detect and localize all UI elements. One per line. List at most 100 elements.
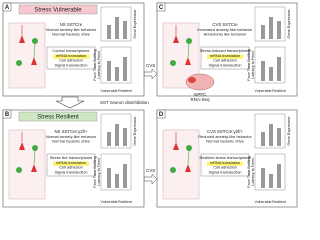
chart-bar <box>277 164 281 188</box>
chart-title: Latency to Feed <box>97 158 101 185</box>
letter-box <box>156 109 166 119</box>
panel-letter: D <box>159 112 164 118</box>
transcriptome-line: Signal transduction <box>208 169 241 174</box>
chart-title: Gene Expression <box>287 9 291 38</box>
chart-bar <box>261 25 265 39</box>
pyramidal-neuron <box>31 57 37 65</box>
transcriptome-line: mRNA translation <box>56 160 86 165</box>
transcriptome-line: Cell adhesion <box>213 165 237 170</box>
transcriptome-line: Stress like transcriptome <box>50 155 93 160</box>
group-label: Resilient <box>272 200 286 204</box>
pyramidal-neuron <box>19 35 25 43</box>
cvs-arrow <box>143 68 158 80</box>
group-label: Vulnerable <box>254 89 271 93</box>
chart-title: Face Time Sniffing <box>93 156 97 187</box>
phenotype: Normal anxiety-like behavior <box>46 27 97 32</box>
chart-bar <box>123 57 127 81</box>
interneuron <box>16 60 22 66</box>
panel-title: Stress Resilient <box>37 114 79 120</box>
brain-label: RNA-Seq <box>190 97 210 102</box>
chart-bar <box>115 17 119 39</box>
pyramidal-neuron <box>185 164 191 172</box>
arrow-label: SST neuron disinhibition <box>100 100 149 105</box>
transcriptome-line: Signal transduction <box>208 62 241 67</box>
highlight <box>207 161 243 166</box>
chart-bar <box>123 21 127 39</box>
chart-title: Latency to Feed <box>251 51 255 78</box>
chart-bar <box>107 168 111 188</box>
group-label: Vulnerable <box>100 89 117 93</box>
chart-bar <box>107 61 111 81</box>
pyramidal-neuron <box>19 142 25 150</box>
chart-bar <box>123 128 127 146</box>
chart-title: Latency to Feed <box>97 51 101 78</box>
pyramidal-neuron <box>173 35 179 43</box>
chart-bar <box>107 132 111 146</box>
phenotype: Normal hedonic drive <box>52 139 91 144</box>
chart-bar <box>123 164 127 188</box>
pyramidal-neuron <box>173 142 179 150</box>
header-bar <box>18 111 98 122</box>
figure: SST neuron disinhibition CVS CVS A Stress… <box>2 2 298 208</box>
transcriptome-line: Cell adhesion <box>213 58 237 63</box>
down-arrow <box>55 96 85 109</box>
group-label: Vulnerable <box>100 200 117 204</box>
transcriptome-line: Signal transduction <box>54 169 87 174</box>
group-label: Vulnerable <box>254 200 271 204</box>
transcriptome-line: mRNA translation <box>210 53 240 58</box>
chart-title: Gene Expression <box>133 9 137 38</box>
highlight <box>53 161 89 166</box>
chart-bar <box>261 61 265 81</box>
letter-box <box>2 109 12 119</box>
highlight <box>53 54 89 59</box>
phenotype: Reduced anxiety-like behavior <box>198 134 252 139</box>
interneuron <box>170 60 176 66</box>
group-label: Resilient <box>118 200 132 204</box>
chart-bar <box>269 67 273 81</box>
genotype: NS SSTCre <box>60 22 83 27</box>
connection <box>187 150 190 165</box>
chart-bar <box>261 132 265 146</box>
transcriptome-line: mRNA translation <box>56 53 86 58</box>
chart-bar <box>277 128 281 146</box>
chart-title: Face Time Sniffing <box>247 156 251 187</box>
genotype: CVS SSTCre;γ2f/+ <box>207 129 243 134</box>
connection <box>33 150 36 165</box>
circuit-area <box>8 129 46 200</box>
chart-bar <box>269 124 273 146</box>
circuit-area <box>8 22 46 89</box>
transcriptome-line: Resilient stress transcriptome <box>199 155 250 160</box>
phenotype: Normal hedonic drive <box>52 32 91 37</box>
interneuron <box>186 145 192 151</box>
interneuron <box>186 38 192 44</box>
chart-title: Gene Expression <box>133 116 137 145</box>
chart-bar <box>277 21 281 39</box>
chart-bar <box>269 174 273 188</box>
circuit-area <box>162 129 200 200</box>
chart-title: Face Time Sniffing <box>93 49 97 80</box>
phenotype: Increased anxiety-like behavior <box>197 27 253 32</box>
panel-letter: B <box>5 112 10 118</box>
chart-bar <box>261 168 265 188</box>
chart-bar <box>269 17 273 39</box>
interneuron <box>170 167 176 173</box>
chart-bar <box>115 174 119 188</box>
connection <box>33 43 36 58</box>
letter-box <box>2 2 12 12</box>
chart-bar <box>107 25 111 39</box>
phenotype: Normal anxiety-like behavior <box>46 134 97 139</box>
phenotype: Normal hedonic drive <box>206 139 245 144</box>
pyramidal-neuron <box>31 164 37 172</box>
group-label: Resilient <box>272 89 286 93</box>
phenotype: Anhedonia like behavior <box>204 32 247 37</box>
chart-title: Face Time Sniffing <box>247 49 251 80</box>
pyramidal-neuron <box>185 57 191 65</box>
panel-letter: A <box>5 5 10 11</box>
letter-box <box>156 2 166 12</box>
chart-title: Latency to Feed <box>251 158 255 185</box>
interneuron <box>32 145 38 151</box>
genotype: NS SSTCre;γ2f/+ <box>54 129 88 134</box>
transcriptome-line: mRNA translation <box>210 160 240 165</box>
chart-title: Gene Expression <box>287 116 291 145</box>
cvs-label: CVS <box>146 168 155 173</box>
